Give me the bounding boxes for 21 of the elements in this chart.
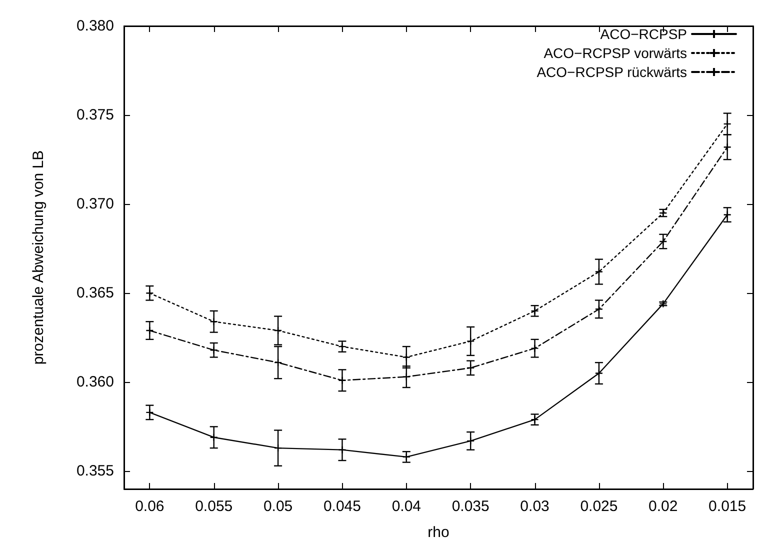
x-tick-label: 0.015 xyxy=(708,498,746,515)
x-tick-label: 0.045 xyxy=(323,498,361,515)
legend-label: ACO−RCPSP rückwärts xyxy=(536,64,687,80)
x-axis-title: rho xyxy=(428,524,450,541)
x-tick-label: 0.035 xyxy=(452,498,490,515)
y-tick-label: 0.360 xyxy=(76,374,114,391)
x-tick-label: 0.04 xyxy=(392,498,422,515)
x-tick-label: 0.025 xyxy=(580,498,618,515)
x-tick-label: 0.05 xyxy=(263,498,293,515)
y-tick-label: 0.370 xyxy=(76,196,114,213)
y-tick-label: 0.365 xyxy=(76,284,114,302)
legend-label: ACO−RCPSP xyxy=(600,26,687,42)
x-tick-label: 0.03 xyxy=(520,498,550,515)
x-tick-label: 0.02 xyxy=(648,498,678,515)
y-axis-title: prozentuale Abweichung von LB xyxy=(30,150,47,365)
x-tick-label: 0.06 xyxy=(135,498,164,515)
y-tick-label: 0.375 xyxy=(76,106,114,124)
y-tick-label: 0.380 xyxy=(76,18,114,34)
x-tick-label: 0.055 xyxy=(195,498,233,515)
y-tick-label: 0.355 xyxy=(76,462,114,480)
legend-label: ACO−RCPSP vorwärts xyxy=(544,45,687,61)
